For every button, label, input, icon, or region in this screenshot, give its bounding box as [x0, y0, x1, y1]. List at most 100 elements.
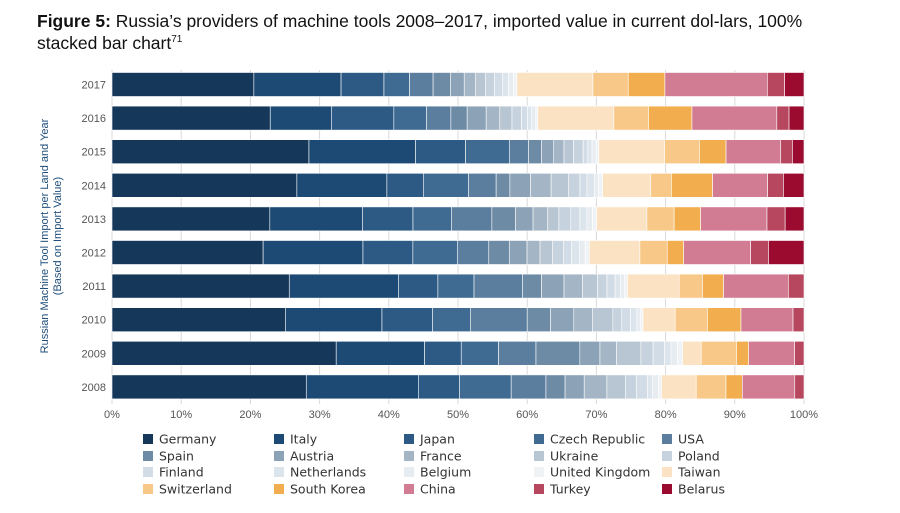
bar-segment-italy-2012	[262, 240, 364, 265]
bar-segment-ukraine-2016	[499, 105, 513, 131]
x-tick-label: 10%	[170, 409, 192, 421]
bar-segment-switzerland-2015	[664, 139, 700, 164]
figure-caption-text: Russia’s providers of machine tools 2008…	[37, 11, 803, 53]
bar-segment-south-korea-2009	[736, 340, 749, 366]
bar-segment-poland-2010	[612, 307, 623, 333]
bar-segment-spain-2017	[432, 72, 451, 97]
y-tick-label: 2008	[82, 382, 106, 394]
bar-segment-switzerland-2011	[678, 273, 703, 299]
chart-bars	[111, 72, 805, 400]
bar-segment-spain-2011	[522, 273, 542, 299]
bar-segment-czech-republic-2012	[412, 240, 458, 265]
bar-segment-taiwan-2008	[661, 374, 697, 400]
legend-item-belarus: Belarus	[662, 482, 725, 497]
bar-segment-netherlands-2015	[587, 139, 593, 164]
legend-item-japan: Japan	[404, 432, 455, 447]
x-tick-label: 50%	[447, 409, 469, 421]
legend-item-switzerland: Switzerland	[143, 482, 232, 497]
legend-swatch	[662, 434, 672, 444]
bar-segment-czech-republic-2011	[437, 273, 475, 299]
legend-label: Finland	[159, 465, 204, 480]
bar-segment-taiwan-2013	[596, 206, 648, 232]
bar-segment-taiwan-2009	[682, 340, 702, 366]
bar-segment-france-2011	[563, 273, 583, 299]
bar-segment-usa-2016	[426, 105, 452, 131]
x-tick-label: 80%	[655, 409, 677, 421]
legend-swatch	[274, 434, 284, 444]
bar-segment-austria-2009	[579, 340, 601, 366]
bar-segment-turkey-2013	[766, 206, 786, 232]
legend-swatch	[404, 451, 414, 461]
bar-segment-united-kingdom-2013	[592, 206, 597, 232]
legend-label: United Kingdom	[550, 465, 650, 480]
bar-segment-ukraine-2009	[616, 340, 642, 366]
bar-segment-ukraine-2017	[474, 72, 486, 97]
bar-segment-france-2014	[530, 173, 552, 198]
bar-segment-japan-2009	[424, 340, 462, 366]
legend-item-germany: Germany	[143, 432, 217, 447]
legend-label: Taiwan	[677, 465, 721, 480]
y-tick-label: 2009	[82, 348, 106, 360]
bar-segment-turkey-2009	[794, 340, 805, 366]
bar-segment-netherlands-2012	[571, 240, 581, 265]
bar-segment-japan-2017	[340, 72, 385, 97]
legend-item-ukraine: Ukraine	[534, 449, 599, 464]
legend-swatch	[274, 467, 284, 477]
bar-segment-poland-2009	[640, 340, 654, 366]
bar-segment-taiwan-2014	[602, 173, 652, 198]
bar-segment-belarus-2012	[768, 240, 805, 265]
y-tick-label: 2017	[82, 80, 106, 92]
bar-segment-poland-2014	[567, 173, 581, 198]
bar-segment-belgium-2009	[670, 340, 678, 366]
legend-item-czech-republic: Czech Republic	[534, 432, 645, 447]
bar-segment-poland-2016	[511, 105, 522, 131]
bar-segment-spain-2010	[526, 307, 551, 333]
figure-label: Figure 5:	[37, 11, 111, 31]
bar-segment-japan-2010	[381, 307, 433, 333]
legend-item-austria: Austria	[274, 449, 334, 464]
x-tick-label: 60%	[516, 409, 538, 421]
legend-item-turkey: Turkey	[534, 482, 591, 497]
bar-segment-germany-2008	[111, 374, 307, 400]
y-tick-label: 2010	[82, 315, 106, 327]
bar-segment-france-2010	[573, 307, 593, 333]
bar-segment-spain-2008	[545, 374, 566, 400]
y-tick-label: 2016	[82, 113, 106, 125]
bar-segment-spain-2015	[528, 139, 542, 164]
bar-segment-netherlands-2013	[579, 206, 588, 232]
bar-segment-czech-republic-2015	[465, 139, 510, 164]
legend-swatch	[404, 467, 414, 477]
bar-segment-united-kingdom-2010	[639, 307, 644, 333]
bar-segment-south-korea-2010	[707, 307, 742, 333]
bar-segment-belarus-2014	[783, 173, 805, 198]
bar-segment-italy-2008	[305, 374, 419, 400]
bar-segment-germany-2010	[111, 307, 286, 333]
bar-segment-south-korea-2008	[725, 374, 743, 400]
bar-segment-usa-2013	[451, 206, 493, 232]
bar-segment-ukraine-2015	[563, 139, 574, 164]
bar-segment-south-korea-2017	[627, 72, 666, 97]
bar-segment-taiwan-2017	[516, 72, 594, 97]
footnote-marker: 71	[171, 34, 183, 46]
bar-segment-belgium-2017	[508, 72, 514, 97]
legend-label: Ukraine	[550, 449, 599, 464]
bar-segment-france-2009	[599, 340, 617, 366]
legend-label: Germany	[159, 432, 217, 447]
bar-segment-united-kingdom-2008	[658, 374, 662, 400]
bar-segment-germany-2012	[111, 240, 264, 265]
bar-segment-ukraine-2013	[547, 206, 560, 232]
legend-swatch	[143, 484, 153, 494]
bar-segment-czech-republic-2017	[383, 72, 410, 97]
legend-label: Poland	[678, 449, 720, 464]
bar-segment-austria-2012	[508, 240, 528, 265]
bar-segment-belgium-2008	[651, 374, 659, 400]
bar-segment-belgium-2013	[586, 206, 593, 232]
bar-segment-italy-2009	[335, 340, 425, 366]
legend-label: South Korea	[290, 482, 366, 497]
bar-segment-switzerland-2016	[613, 105, 649, 131]
bar-segment-italy-2015	[308, 139, 416, 164]
bar-segment-usa-2014	[468, 173, 497, 198]
bar-segment-usa-2010	[470, 307, 528, 333]
x-tick-labels: 0% 10% 20% 30% 40% 50% 60% 70% 80% 90% 100%	[104, 409, 818, 421]
